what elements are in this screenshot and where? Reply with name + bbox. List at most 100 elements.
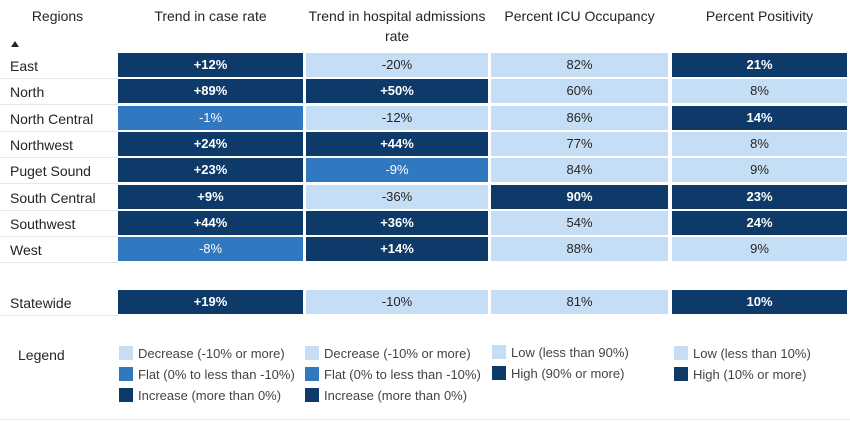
legend-label: Increase (more than 0%) [138, 388, 282, 403]
header-positivity[interactable]: Percent Positivity [672, 0, 847, 50]
legend-swatch [305, 388, 319, 402]
table-row: South Central +9% -36% 90% 23% [0, 185, 850, 211]
legend-label: High (10% or more) [693, 367, 807, 382]
table-row: Southwest +44% +36% 54% 24% [0, 211, 850, 237]
legend-label: Flat (0% to less than -10%) [138, 367, 295, 382]
case-rate-cell: -1% [118, 106, 303, 130]
legend-title: Legend [18, 347, 65, 363]
legend-swatch [674, 367, 688, 381]
legend-hosp-decrease: Decrease (-10% or more) [305, 346, 471, 362]
legend-swatch [119, 367, 133, 381]
header-positivity-label: Percent Positivity [705, 8, 814, 24]
positivity-cell: 23% [672, 185, 847, 209]
region-name: Southwest [10, 216, 76, 232]
legend-swatch [674, 346, 688, 360]
positivity-cell: 24% [672, 211, 847, 235]
legend-label: Low (less than 90%) [511, 345, 629, 360]
header-regions-label: Regions [31, 8, 84, 24]
table-row: West -8% +14% 88% 9% [0, 237, 850, 263]
legend-case-increase: Increase (more than 0%) [119, 388, 281, 404]
icu-occupancy-cell: 90% [491, 185, 668, 209]
table-row: Northwest +24% +44% 77% 8% [0, 132, 850, 158]
hospital-admissions-cell: -10% [306, 290, 488, 314]
sort-ascending-icon[interactable] [11, 41, 19, 47]
header-case-rate[interactable]: Trend in case rate [118, 0, 303, 50]
row-divider [0, 262, 118, 263]
hospital-admissions-cell: +44% [306, 132, 488, 156]
table-row: Puget Sound +23% -9% 84% 9% [0, 158, 850, 184]
region-name: North [10, 84, 45, 100]
bottom-divider [0, 419, 850, 420]
positivity-cell: 9% [672, 237, 847, 261]
positivity-cell: 10% [672, 290, 847, 314]
header-icu-occupancy[interactable]: Percent ICU Occupancy [491, 0, 668, 50]
legend-label: Low (less than 10%) [693, 346, 811, 361]
icu-occupancy-cell: 81% [491, 290, 668, 314]
legend-swatch [492, 345, 506, 359]
positivity-cell: 14% [672, 106, 847, 130]
legend-pos-high: High (10% or more) [674, 367, 806, 383]
row-divider [0, 104, 118, 105]
hospital-admissions-cell: -9% [306, 158, 488, 182]
row-divider [0, 236, 118, 237]
table-row: North +89% +50% 60% 8% [0, 79, 850, 105]
row-divider [0, 131, 118, 132]
icu-occupancy-cell: 84% [491, 158, 668, 182]
hospital-admissions-cell: -36% [306, 185, 488, 209]
positivity-cell: 21% [672, 53, 847, 77]
icu-occupancy-cell: 82% [491, 53, 668, 77]
hospital-admissions-cell: +14% [306, 237, 488, 261]
icu-occupancy-cell: 54% [491, 211, 668, 235]
statewide-row: Statewide +19% -10% 81% 10% [0, 290, 850, 316]
statewide-label: Statewide [10, 295, 72, 311]
legend-swatch [492, 366, 506, 380]
case-rate-cell: +23% [118, 158, 303, 182]
region-name: South Central [10, 190, 96, 206]
case-rate-cell: +44% [118, 211, 303, 235]
icu-occupancy-cell: 77% [491, 132, 668, 156]
legend-swatch [305, 346, 319, 360]
legend-pos-low: Low (less than 10%) [674, 346, 811, 362]
positivity-cell: 8% [672, 79, 847, 103]
hospital-admissions-cell: -20% [306, 53, 488, 77]
legend-label: Flat (0% to less than -10%) [324, 367, 481, 382]
legend-icu-low: Low (less than 90%) [492, 345, 629, 361]
hospital-admissions-cell: -12% [306, 106, 488, 130]
legend-swatch [119, 388, 133, 402]
case-rate-cell: -8% [118, 237, 303, 261]
region-name: West [10, 242, 42, 258]
region-name: Northwest [10, 137, 74, 153]
header-regions[interactable]: Regions [0, 0, 115, 50]
legend-label: Decrease (-10% or more) [138, 346, 285, 361]
legend-swatch [305, 367, 319, 381]
positivity-cell: 8% [672, 132, 847, 156]
legend-case-decrease: Decrease (-10% or more) [119, 346, 285, 362]
region-name: Puget Sound [10, 163, 91, 179]
case-rate-cell: +9% [118, 185, 303, 209]
row-divider [0, 210, 118, 211]
legend-label: Increase (more than 0%) [324, 388, 468, 403]
header-case-rate-label: Trend in case rate [154, 8, 267, 24]
legend-case-flat: Flat (0% to less than -10%) [119, 367, 295, 383]
row-divider [0, 315, 118, 316]
region-name: North Central [10, 111, 94, 127]
case-rate-cell: +24% [118, 132, 303, 156]
row-divider [0, 183, 118, 184]
row-divider [0, 78, 118, 79]
header-hospital-label: Trend in hospital admissions rate [308, 8, 486, 44]
table-row: North Central -1% -12% 86% 14% [0, 106, 850, 132]
legend-label: High (90% or more) [511, 366, 625, 381]
case-rate-cell: +89% [118, 79, 303, 103]
legend-swatch [119, 346, 133, 360]
legend-hosp-flat: Flat (0% to less than -10%) [305, 367, 481, 383]
row-divider [0, 157, 118, 158]
icu-occupancy-cell: 86% [491, 106, 668, 130]
hospital-admissions-cell: +36% [306, 211, 488, 235]
legend-label: Decrease (-10% or more) [324, 346, 471, 361]
legend-icu-high: High (90% or more) [492, 366, 624, 382]
header-hospital-admissions[interactable]: Trend in hospital admissions rate [306, 0, 488, 50]
positivity-cell: 9% [672, 158, 847, 182]
table-row: East +12% -20% 82% 21% [0, 53, 850, 79]
region-name: East [10, 58, 39, 74]
icu-occupancy-cell: 60% [491, 79, 668, 103]
